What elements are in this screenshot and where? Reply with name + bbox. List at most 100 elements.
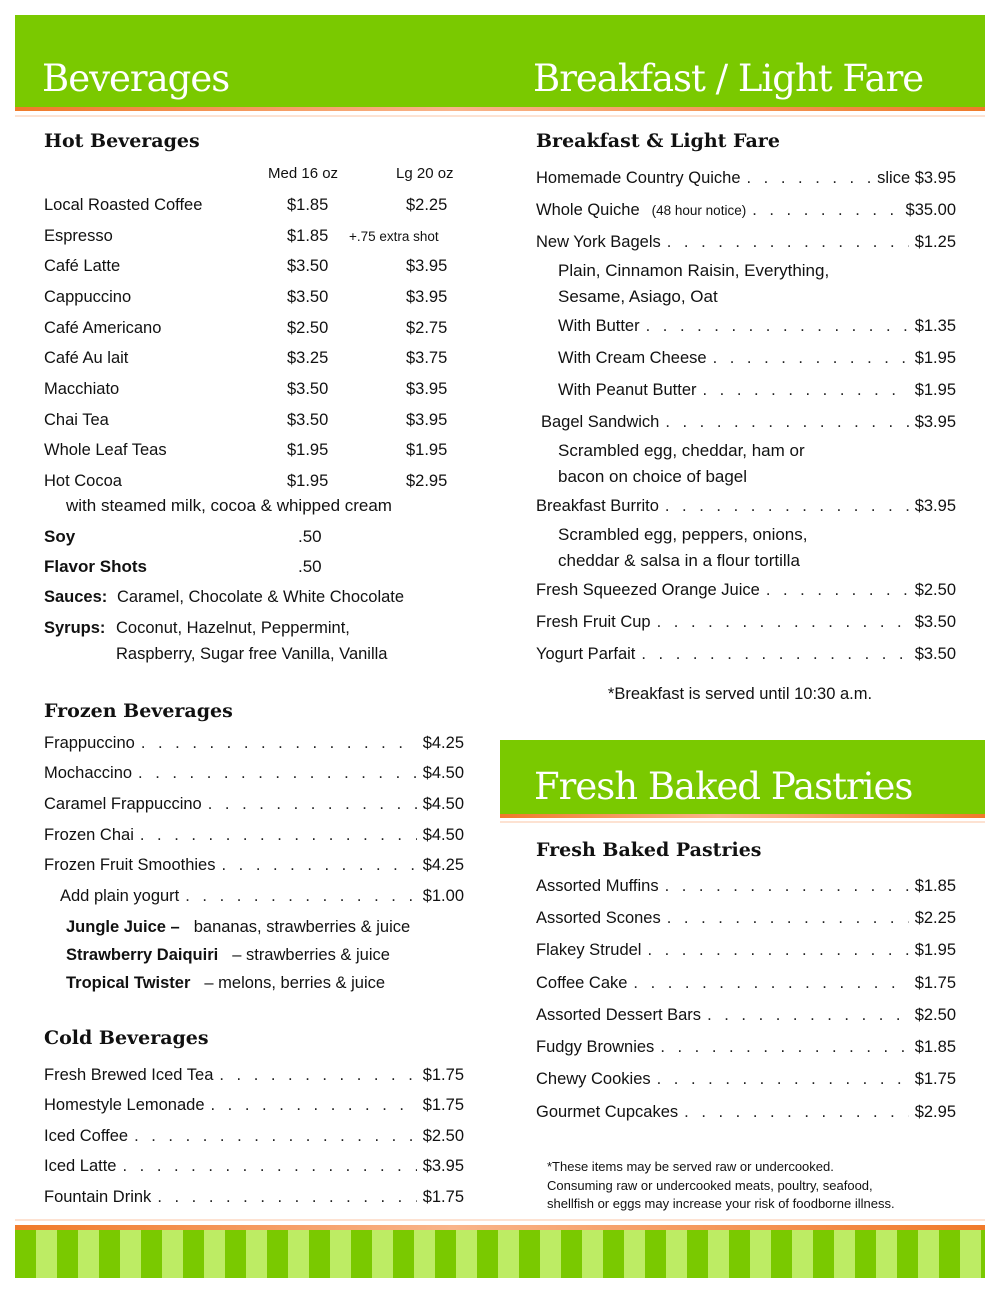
item-price: $1.85 — [914, 1038, 956, 1057]
menu-item: Whole Leaf Teas $1.95 $1.95 — [44, 436, 464, 467]
menu-item: Macchiato $3.50 $3.95 — [44, 374, 464, 405]
price-lg: $2.75 — [406, 318, 448, 337]
soy-label: Soy — [44, 527, 76, 546]
item-name: With Peanut Butter — [558, 380, 697, 399]
item-price: $4.25 — [422, 856, 464, 875]
menu-item: Fresh Squeezed Orange Juice $2.50 — [536, 574, 956, 606]
price-lg: $3.95 — [406, 410, 448, 429]
price-lg: $2.95 — [406, 472, 448, 491]
menu-item: Assorted Dessert Bars $2.50 — [536, 999, 956, 1031]
dot-leader — [141, 734, 417, 753]
dot-leader — [657, 613, 909, 632]
smoothie-item: Jungle Juice – bananas, strawberries & ju… — [66, 913, 466, 941]
item-name: Frappuccino — [44, 733, 135, 752]
smoothie-desc: bananas, strawberries & juice — [193, 917, 411, 936]
hot-beverages-heading: Hot Beverages — [44, 130, 200, 152]
item-name: Fountain Drink — [44, 1187, 152, 1206]
col-lg-header: Lg 20 oz — [396, 165, 454, 182]
item-name: Macchiato — [44, 379, 120, 398]
item-price: $1.75 — [914, 973, 956, 992]
item-price: $1.25 — [914, 232, 956, 251]
menu-item: Assorted Scones $2.25 — [536, 902, 956, 934]
price-lg: $3.95 — [406, 287, 448, 306]
smoothie-desc: – strawberries & juice — [232, 945, 390, 964]
syrups-list-2: Raspberry, Sugar free Vanilla, Vanilla — [116, 645, 388, 663]
item-name: With Cream Cheese — [558, 348, 707, 367]
menu-item: With Peanut Butter $1.95 — [536, 374, 956, 406]
menu-item: Café Au lait $3.25 $3.75 — [44, 343, 464, 374]
item-name: Chai Tea — [44, 410, 109, 429]
dot-leader — [138, 764, 417, 783]
syrups-list-1: Coconut, Hazelnut, Peppermint, — [116, 619, 350, 637]
divider — [15, 1219, 985, 1221]
breakfast-note: *Breakfast is served until 10:30 a.m. — [607, 685, 873, 703]
menu-item: Fudgy Brownies $1.85 — [536, 1031, 956, 1063]
dot-leader — [633, 974, 908, 993]
menu-item: Homemade Country Quiche slice $3.95 — [536, 162, 956, 194]
price-med: $1.85 — [287, 195, 329, 214]
menu-item: Café Americano $2.50 $2.75 — [44, 313, 464, 344]
dot-leader — [140, 826, 417, 845]
price-lg: $3.75 — [406, 349, 448, 368]
menu-item: Coffee Cake $1.75 — [536, 967, 956, 999]
item-name: Fudgy Brownies — [536, 1038, 655, 1057]
menu-item: Caramel Frappuccino $4.50 — [44, 789, 464, 820]
dot-leader — [647, 941, 908, 960]
menu-item: Frozen Fruit Smoothies $4.25 — [44, 850, 464, 881]
divider — [500, 814, 985, 818]
price-med: $3.50 — [287, 410, 329, 429]
item-price: $1.35 — [914, 316, 956, 335]
price-med: $3.25 — [287, 349, 329, 368]
hot-beverages-list: Local Roasted Coffee $1.85 $2.25 Espresso $1… — [44, 190, 464, 497]
item-name: Yogurt Parfait — [536, 644, 636, 663]
breakfast-title: Breakfast / Light Fare — [533, 57, 924, 100]
item-price: $1.00 — [422, 886, 464, 905]
pastries-list: Assorted Muffins $1.85 Assorted Scones $2.2… — [536, 870, 956, 1128]
divider — [15, 107, 985, 111]
menu-item: Frozen Chai $4.50 — [44, 820, 464, 851]
menu-item: Iced Latte $3.95 — [44, 1152, 464, 1183]
dot-leader — [667, 909, 909, 928]
dot-leader — [646, 317, 909, 336]
item-name: Assorted Scones — [536, 908, 661, 927]
item-price: $2.50 — [914, 580, 956, 599]
food-safety-note: *These items may be served raw or underc… — [547, 1158, 895, 1214]
pastries-title: Fresh Baked Pastries — [534, 765, 913, 808]
flavor-shots-label: Flavor Shots — [44, 557, 147, 576]
dot-leader — [665, 497, 909, 516]
divider — [15, 1225, 985, 1230]
item-price: $35.00 — [905, 200, 956, 219]
menu-item: Homestyle Lemonade $1.75 — [44, 1091, 464, 1122]
sauces-list: Caramel, Chocolate & White Chocolate — [117, 588, 405, 606]
item-name: Caramel Frappuccino — [44, 794, 202, 813]
menu-item: With Cream Cheese $1.95 — [536, 342, 956, 374]
item-name: Homemade Country Quiche — [536, 168, 741, 187]
dot-leader — [122, 1157, 416, 1176]
item-price: $3.95 — [914, 496, 956, 515]
dot-leader — [667, 233, 909, 252]
menu-item: Café Latte $3.50 $3.95 — [44, 251, 464, 282]
cold-beverages-heading: Cold Beverages — [44, 1027, 209, 1049]
item-price: $4.25 — [422, 733, 464, 752]
menu-item: Add plain yogurt $1.00 — [60, 881, 464, 911]
item-description: Plain, Cinnamon Raisin, Everything, — [558, 261, 830, 280]
item-price: slice $3.95 — [877, 168, 956, 187]
item-name: Breakfast Burrito — [536, 496, 659, 515]
menu-item: Espresso $1.85 +.75 extra shot — [44, 221, 464, 252]
item-name: Café Latte — [44, 257, 121, 276]
item-price: $2.25 — [914, 908, 956, 927]
breakfast-list: Homemade Country Quiche slice $3.95 Whole … — [536, 162, 956, 670]
dot-leader — [747, 169, 872, 188]
menu-item: New York Bagels $1.25 — [536, 226, 956, 258]
item-description: Scrambled egg, cheddar, ham or — [558, 441, 805, 460]
menu-item: Bagel Sandwich $3.95 — [536, 406, 956, 438]
item-name: Whole Leaf Teas — [44, 441, 167, 460]
dot-leader — [684, 1103, 909, 1122]
col-med-header: Med 16 oz — [268, 165, 339, 182]
item-description: cheddar & salsa in a flour tortilla — [558, 551, 800, 570]
item-price: $2.50 — [422, 1126, 464, 1145]
dot-leader — [707, 1006, 909, 1025]
divider — [15, 115, 985, 117]
item-price: $3.50 — [914, 644, 956, 663]
item-name: Flakey Strudel — [536, 941, 642, 960]
